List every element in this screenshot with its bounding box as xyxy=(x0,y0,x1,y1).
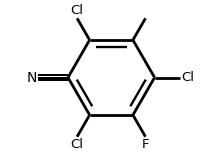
Text: N: N xyxy=(27,71,37,84)
Text: F: F xyxy=(142,138,149,151)
Text: Cl: Cl xyxy=(71,4,83,17)
Text: Cl: Cl xyxy=(71,138,83,151)
Text: Cl: Cl xyxy=(182,71,195,84)
